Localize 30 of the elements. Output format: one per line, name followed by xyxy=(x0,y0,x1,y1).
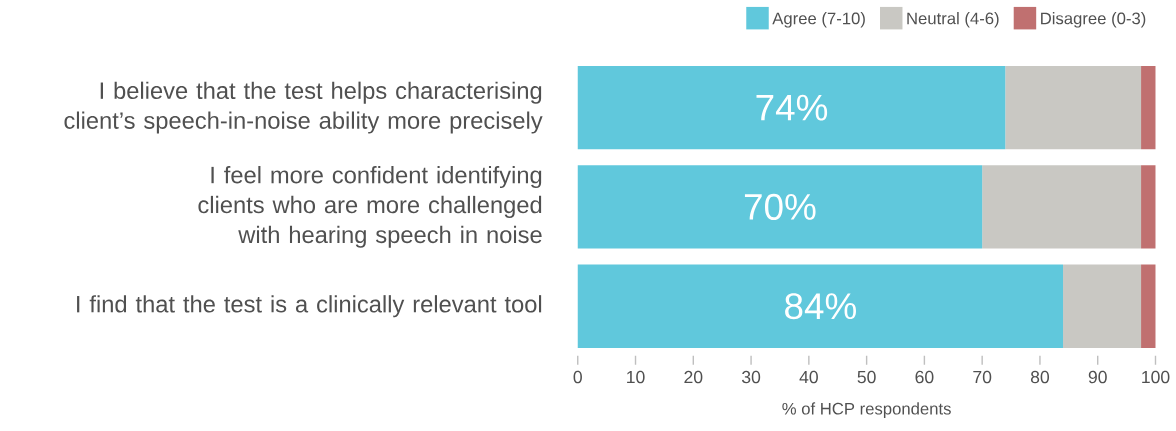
bar xyxy=(1141,264,1156,348)
bar xyxy=(1005,66,1142,150)
x-tick-label: 100 xyxy=(1142,370,1170,384)
x-tick-label: 70 xyxy=(973,370,992,384)
legend-label: Agree (7-10) xyxy=(772,12,865,28)
x-tick-label: 40 xyxy=(799,370,818,384)
y-tick-label: I believe that the test helps characterising client’s speech-in-noise ability more precisely xyxy=(64,81,543,134)
x-tick-label: 30 xyxy=(741,370,761,384)
bar xyxy=(1063,264,1142,348)
x-tick-label: 60 xyxy=(915,370,934,384)
x-axis-title: % of HCP respondents xyxy=(782,402,951,419)
bar xyxy=(577,264,1064,348)
x-tick-label: 0 xyxy=(573,370,582,384)
bar xyxy=(982,165,1142,249)
y-tick-label: I feel more confident identifying clients who are more challenged with hearing speech in noise xyxy=(198,166,542,248)
x-tick-label: 20 xyxy=(684,370,703,384)
bar xyxy=(1141,66,1156,150)
y-tick-label: I find that the test is a clinically relevant tool xyxy=(77,295,542,318)
legend-label: Neutral (4-6) xyxy=(907,12,999,28)
data-label: 70% xyxy=(744,193,816,221)
x-tick-label: 80 xyxy=(1030,370,1050,384)
data-label: 84% xyxy=(785,293,856,320)
bar xyxy=(577,165,983,249)
data-label: 74% xyxy=(756,94,828,121)
bar xyxy=(577,66,1006,150)
legend-label: Disagree (0-3) xyxy=(1041,12,1146,28)
x-tick-label: 90 xyxy=(1088,370,1107,384)
x-tick-label: 50 xyxy=(857,370,876,384)
bar xyxy=(1141,165,1156,249)
x-tick-label: 10 xyxy=(627,370,645,384)
